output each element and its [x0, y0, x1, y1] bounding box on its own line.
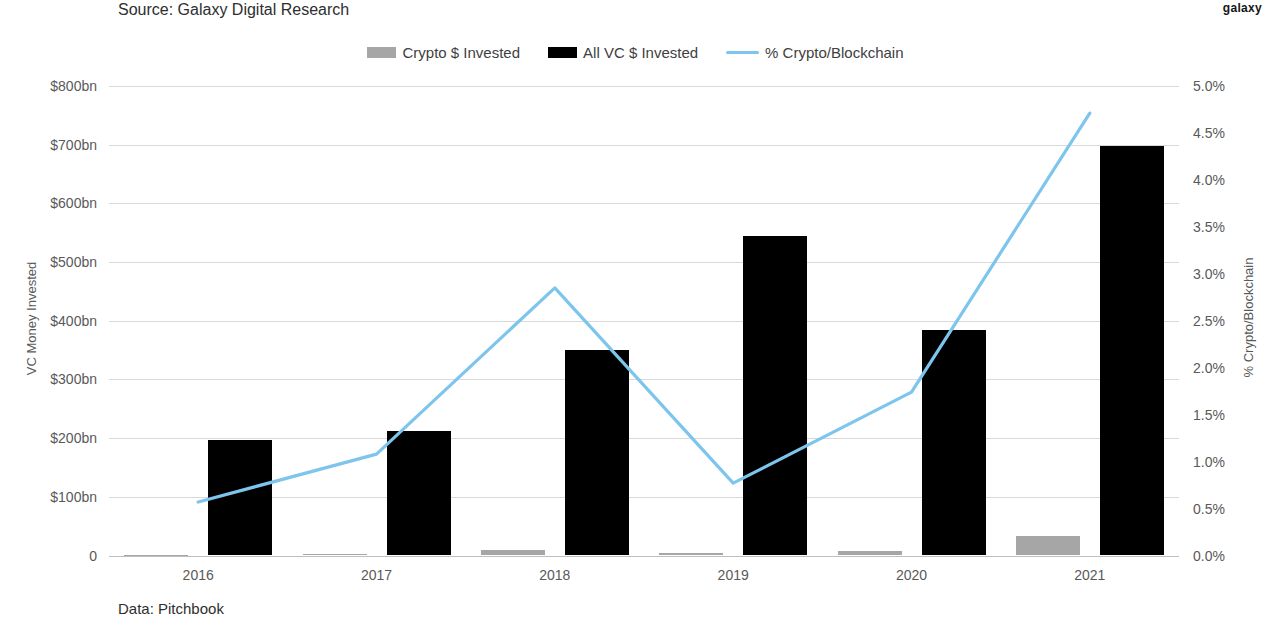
crypto-bar-2021: [1016, 536, 1080, 555]
x-axis-line: [109, 556, 1179, 557]
gridline: [109, 203, 1179, 204]
left-axis-tick-label: $700bn: [27, 137, 97, 153]
right-axis-title: % Crypto/Blockchain: [1241, 218, 1256, 418]
left-axis-tick-label: $100bn: [27, 489, 97, 505]
right-axis-tick-label: 1.5%: [1193, 407, 1225, 423]
right-axis-tick-label: 2.5%: [1193, 313, 1225, 329]
left-axis-tick-label: $200bn: [27, 430, 97, 446]
left-axis-title: VC Money Invested: [24, 219, 39, 419]
x-axis-label-2016: 2016: [158, 567, 238, 583]
right-axis-tick-label: 0.5%: [1193, 501, 1225, 517]
left-axis-tick-label: $600bn: [27, 195, 97, 211]
x-axis-label-2019: 2019: [693, 567, 773, 583]
all-vc-bar-2016: [208, 440, 272, 556]
data-note: Data: Pitchbook: [118, 600, 224, 617]
crypto-bar-2017: [303, 554, 367, 556]
crypto-bar-2019: [659, 553, 723, 555]
crypto-bar-2020: [838, 551, 902, 555]
all-vc-bar-2018: [565, 350, 629, 555]
right-axis-tick-label: 4.5%: [1193, 125, 1225, 141]
right-axis-tick-label: 2.0%: [1193, 360, 1225, 376]
right-axis-tick-label: 5.0%: [1193, 78, 1225, 94]
right-axis-tick-label: 3.0%: [1193, 266, 1225, 282]
x-axis-label-2021: 2021: [1050, 567, 1130, 583]
crypto-bar-2018: [481, 550, 545, 555]
all-vc-bar-2020: [922, 330, 986, 556]
gridline: [109, 86, 1179, 87]
left-axis-tick-label: 0: [27, 548, 97, 564]
all-vc-bar-2019: [743, 236, 807, 556]
x-axis-label-2020: 2020: [872, 567, 952, 583]
left-axis-tick-label: $800bn: [27, 78, 97, 94]
gridline: [109, 379, 1179, 380]
gridline: [109, 321, 1179, 322]
right-axis-tick-label: 1.0%: [1193, 454, 1225, 470]
right-axis-tick-label: 3.5%: [1193, 219, 1225, 235]
all-vc-bar-2017: [387, 431, 451, 555]
crypto-bar-2016: [124, 555, 188, 556]
x-axis-label-2018: 2018: [515, 567, 595, 583]
gridline: [109, 145, 1179, 146]
plot-area: $800bn$700bn$600bn$500bn$400bn$300bn$200…: [0, 0, 1271, 624]
all-vc-bar-2021: [1100, 146, 1164, 555]
chart-page: Source: Galaxy Digital Research galaxy C…: [0, 0, 1271, 624]
right-axis-tick-label: 4.0%: [1193, 172, 1225, 188]
right-axis-tick-label: 0.0%: [1193, 548, 1225, 564]
x-axis-label-2017: 2017: [337, 567, 417, 583]
gridline: [109, 262, 1179, 263]
